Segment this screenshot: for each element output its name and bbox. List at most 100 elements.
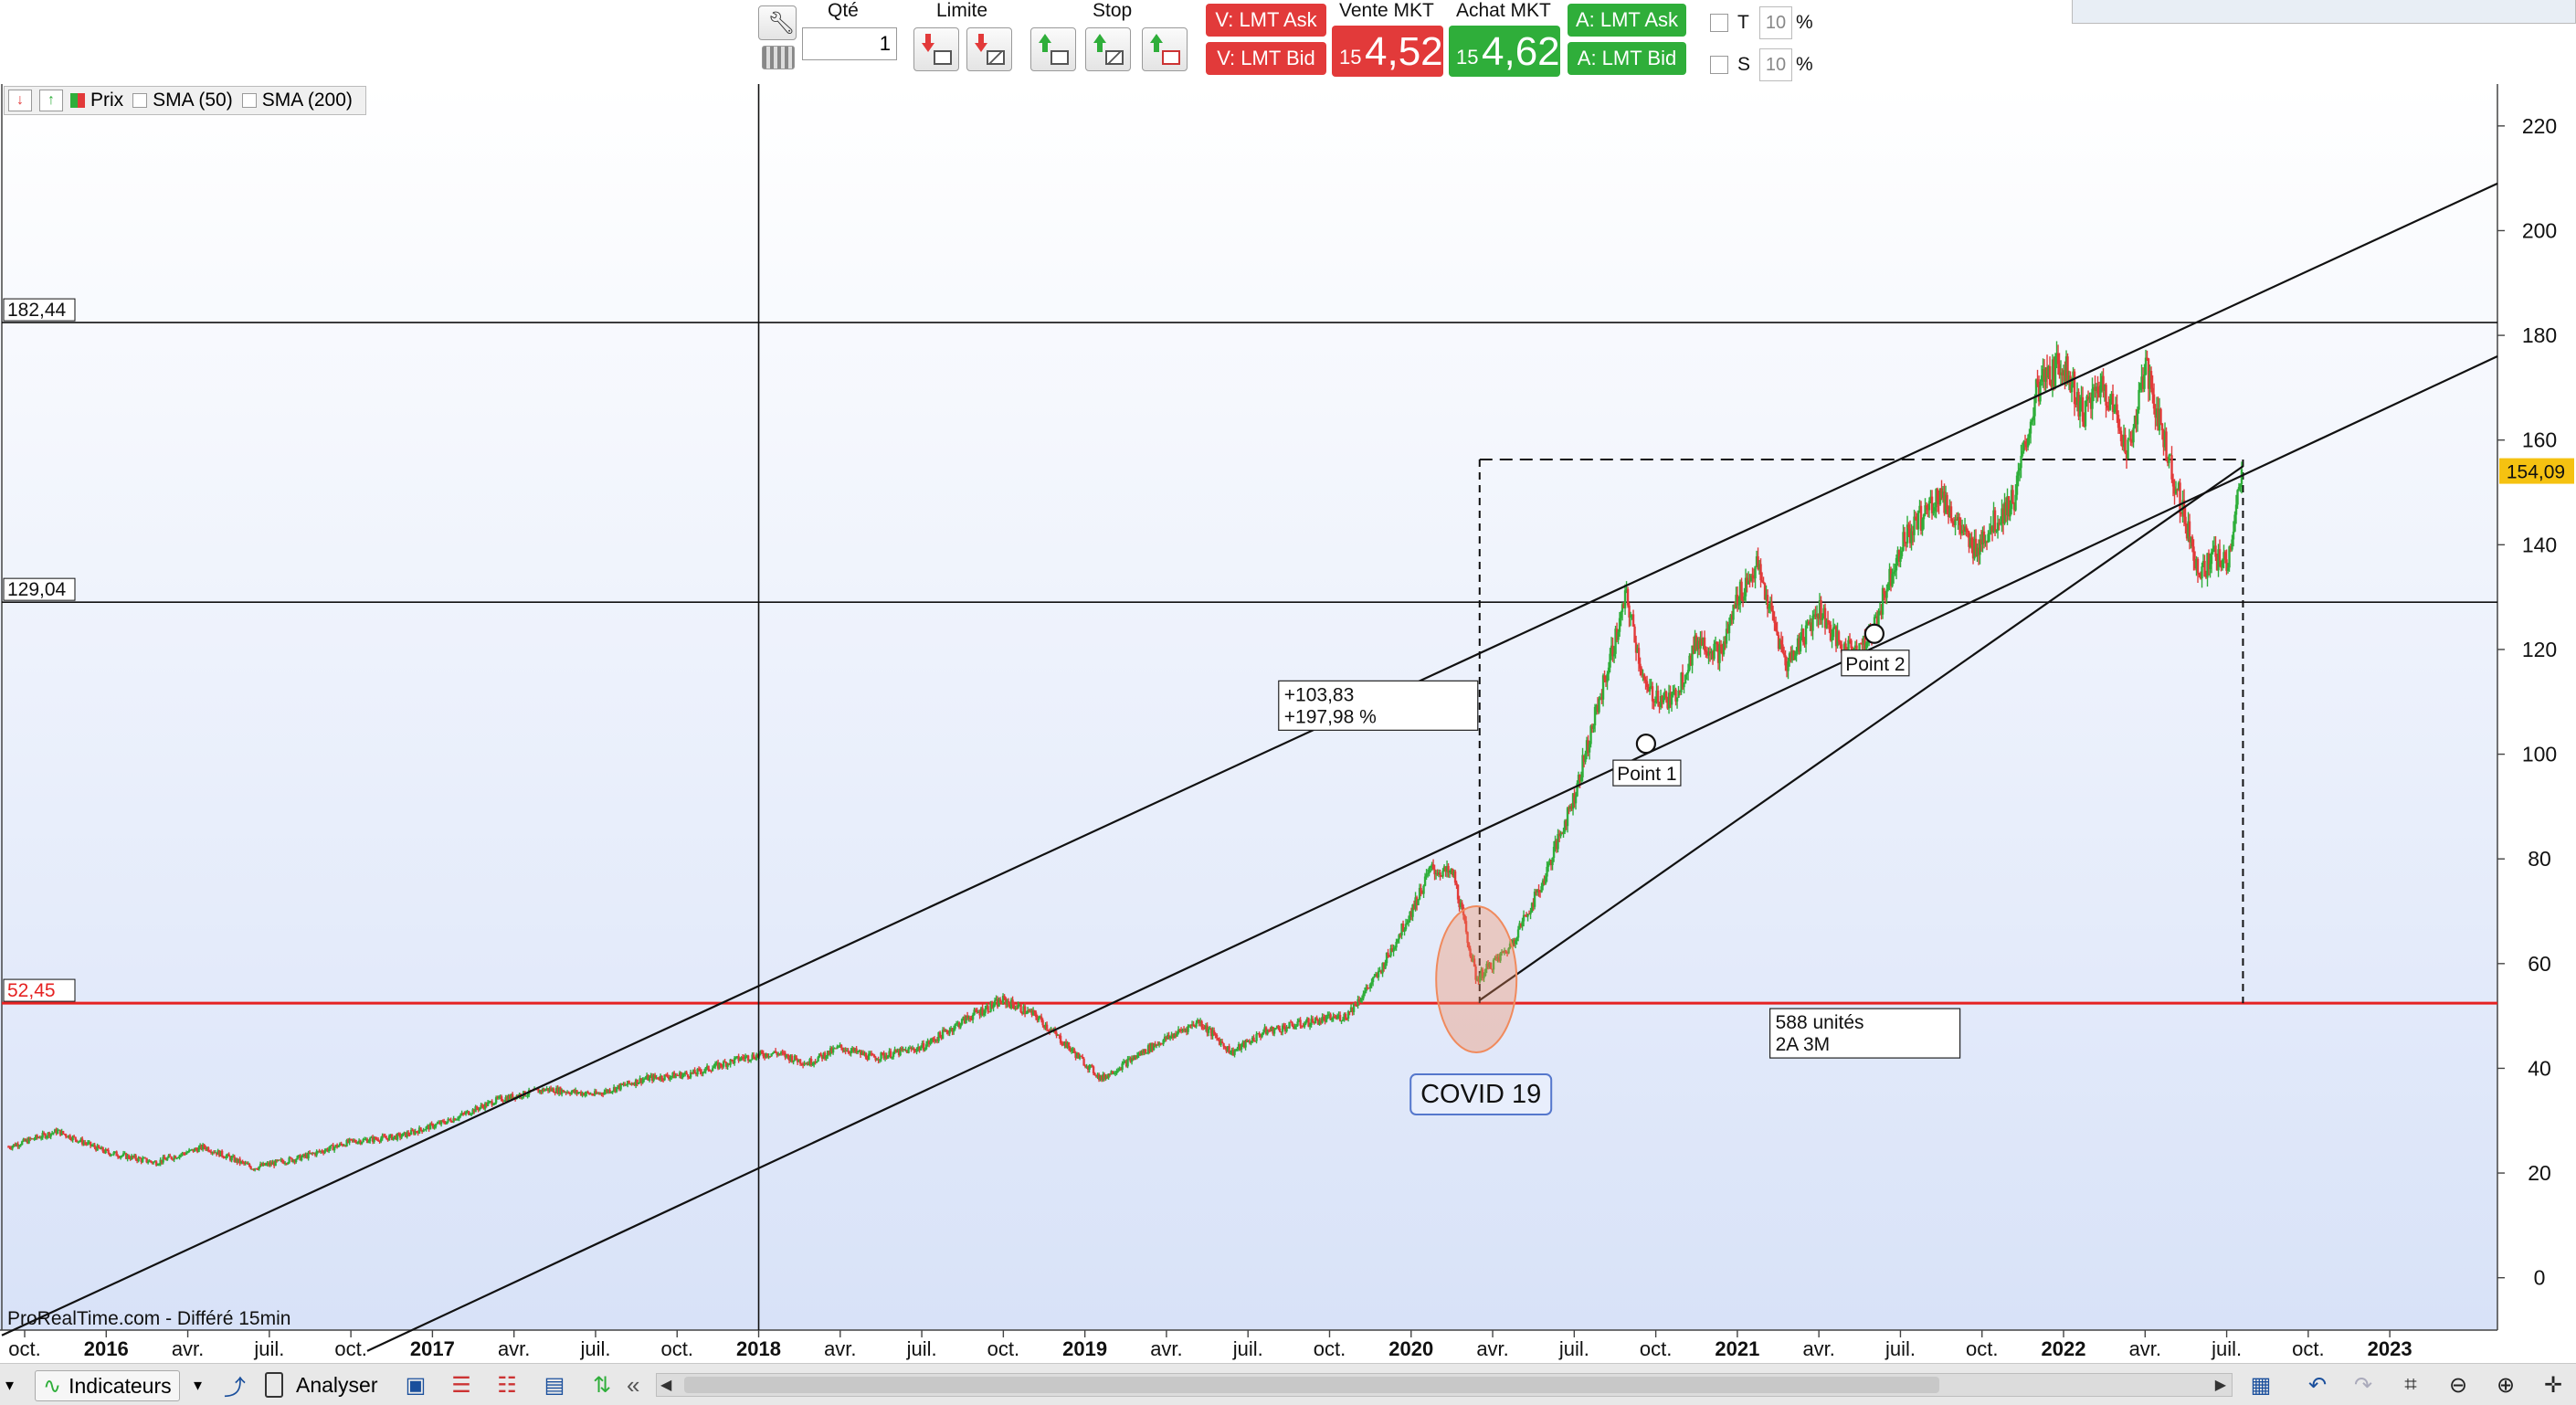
candle-body — [984, 1008, 987, 1014]
candle-body — [478, 1107, 481, 1111]
undo-icon[interactable]: ↶ — [2307, 1372, 2328, 1398]
candle-body — [157, 1164, 161, 1166]
candle-body — [1666, 698, 1669, 709]
candle-body — [1486, 964, 1490, 967]
legend-sma50[interactable]: SMA (50) — [132, 90, 233, 111]
order-book-icon[interactable]: ☷ — [497, 1372, 517, 1398]
candle-body — [1943, 491, 1946, 513]
stop-sell-button[interactable] — [1030, 27, 1076, 71]
candle-body — [559, 1087, 562, 1094]
candle-body — [1588, 744, 1591, 753]
candle-body — [1061, 1042, 1063, 1045]
candle-body — [1570, 806, 1573, 809]
trade-icon[interactable]: ⇅ — [592, 1372, 612, 1398]
candle-body — [541, 1088, 544, 1093]
candle-body — [113, 1151, 117, 1153]
candle-body — [1462, 907, 1465, 915]
indicators-dropdown[interactable]: ▾ — [194, 1375, 203, 1394]
cursor-mode-icon[interactable]: ✛ — [2543, 1372, 2563, 1398]
candle-body — [1433, 869, 1436, 875]
zoom-in-icon[interactable]: ⊕ — [2496, 1372, 2516, 1398]
candle-body — [1948, 506, 1951, 518]
horizontal-scrollbar[interactable]: ◀ ▶ — [656, 1373, 2233, 1397]
analyse-button[interactable]: Analyser — [265, 1370, 377, 1400]
candle-body — [363, 1139, 366, 1141]
sell-limit-ask-button[interactable]: V: LMT Ask — [1206, 4, 1326, 37]
candle-body — [951, 1028, 954, 1032]
comment-icon[interactable]: ▣ — [405, 1372, 427, 1398]
candle-body — [1269, 1030, 1272, 1031]
candle-body — [1292, 1025, 1295, 1029]
candle-body — [152, 1161, 155, 1164]
indicators-button[interactable]: ∿ Indicateurs — [35, 1370, 180, 1401]
zoom-fit-icon[interactable]: ⌗ — [2404, 1372, 2417, 1397]
order-list-icon[interactable]: ☰ — [451, 1372, 471, 1398]
candle-body — [962, 1017, 965, 1019]
candle-body — [1585, 740, 1589, 754]
wrench-icon: 🔧︎ — [767, 11, 796, 36]
candle-body — [645, 1075, 649, 1079]
limit-buy-button[interactable] — [966, 27, 1012, 71]
redo-icon[interactable]: ↷ — [2353, 1372, 2373, 1398]
y-tick-label: 100 — [2522, 743, 2557, 766]
candle-body — [1211, 1030, 1214, 1037]
candle-body — [1455, 882, 1458, 885]
stop-limit-button[interactable] — [1142, 27, 1188, 71]
candle-body — [1661, 695, 1663, 703]
candle-body — [1995, 530, 1998, 533]
x-tick-label: 2021 — [1715, 1337, 1759, 1360]
candle-body — [28, 1137, 32, 1140]
candle-body — [1135, 1055, 1139, 1058]
legend-price[interactable]: Prix — [70, 90, 123, 111]
candle-body — [1118, 1068, 1121, 1071]
candle-body — [1220, 1041, 1224, 1044]
buy-limit-bid-button[interactable]: A: LMT Bid — [1568, 42, 1686, 75]
candle-body — [1582, 755, 1586, 763]
arrow-up-icon[interactable]: ↑ — [39, 90, 63, 111]
scroll-left-fast-button[interactable]: « — [627, 1370, 640, 1399]
buy-market-button[interactable]: 15 4,62 — [1449, 26, 1560, 77]
scroll-right-arrow-icon[interactable]: ▶ — [2214, 1378, 2226, 1393]
candle-body — [822, 1052, 825, 1059]
candle-body — [1818, 600, 1821, 619]
legend-sma200[interactable]: SMA (200) — [241, 90, 353, 111]
keypad-icon[interactable] — [762, 46, 795, 69]
candle-body — [1894, 570, 1896, 573]
stop-loss-input[interactable]: 10 — [1759, 48, 1792, 81]
candle-body — [206, 1147, 210, 1152]
candle-body — [2188, 521, 2191, 543]
candle-body — [2226, 567, 2230, 571]
window-icon[interactable]: ▤ — [544, 1372, 565, 1398]
stop-buy-button[interactable] — [1085, 27, 1131, 71]
arrow-down-icon[interactable]: ↓ — [8, 90, 32, 111]
candle-body — [790, 1055, 794, 1062]
candle-body — [1906, 524, 1909, 544]
limit-sell-button[interactable] — [913, 27, 959, 71]
candle-body — [1847, 639, 1850, 658]
candle-body — [2092, 386, 2096, 389]
buy-limit-ask-button[interactable]: A: LMT Ask — [1568, 4, 1686, 37]
take-profit-input[interactable]: 10 — [1759, 6, 1792, 39]
calendar-icon[interactable]: ▦ — [2250, 1372, 2272, 1398]
candle-body — [1247, 1041, 1250, 1042]
scrollbar-thumb[interactable] — [684, 1377, 1939, 1393]
qty-input[interactable]: 1 — [802, 27, 897, 60]
sell-market-button[interactable]: 15 4,52 — [1332, 26, 1443, 77]
zoom-out-icon[interactable]: ⊖ — [2448, 1372, 2468, 1398]
sell-limit-bid-button[interactable]: V: LMT Bid — [1206, 42, 1326, 75]
settings-button[interactable]: 🔧︎ — [758, 5, 797, 40]
candle-body — [1595, 704, 1598, 707]
candle-body — [1502, 951, 1504, 953]
candle-body — [1167, 1034, 1170, 1039]
price-chart[interactable]: COVID 19 020406080100120140160180200220 … — [0, 84, 2576, 1363]
candle-body — [170, 1157, 173, 1159]
candle-body — [954, 1024, 956, 1030]
collapse-dropdown[interactable]: ▾ — [5, 1375, 15, 1394]
stop-loss-checkbox[interactable] — [1710, 56, 1728, 74]
candle-body — [800, 1063, 803, 1065]
share-icon[interactable]: ⤴ — [224, 1375, 246, 1400]
candle-body — [1204, 1025, 1208, 1029]
scroll-left-arrow-icon[interactable]: ◀ — [660, 1378, 672, 1393]
take-profit-checkbox[interactable] — [1710, 14, 1728, 32]
candle-body — [633, 1083, 636, 1086]
